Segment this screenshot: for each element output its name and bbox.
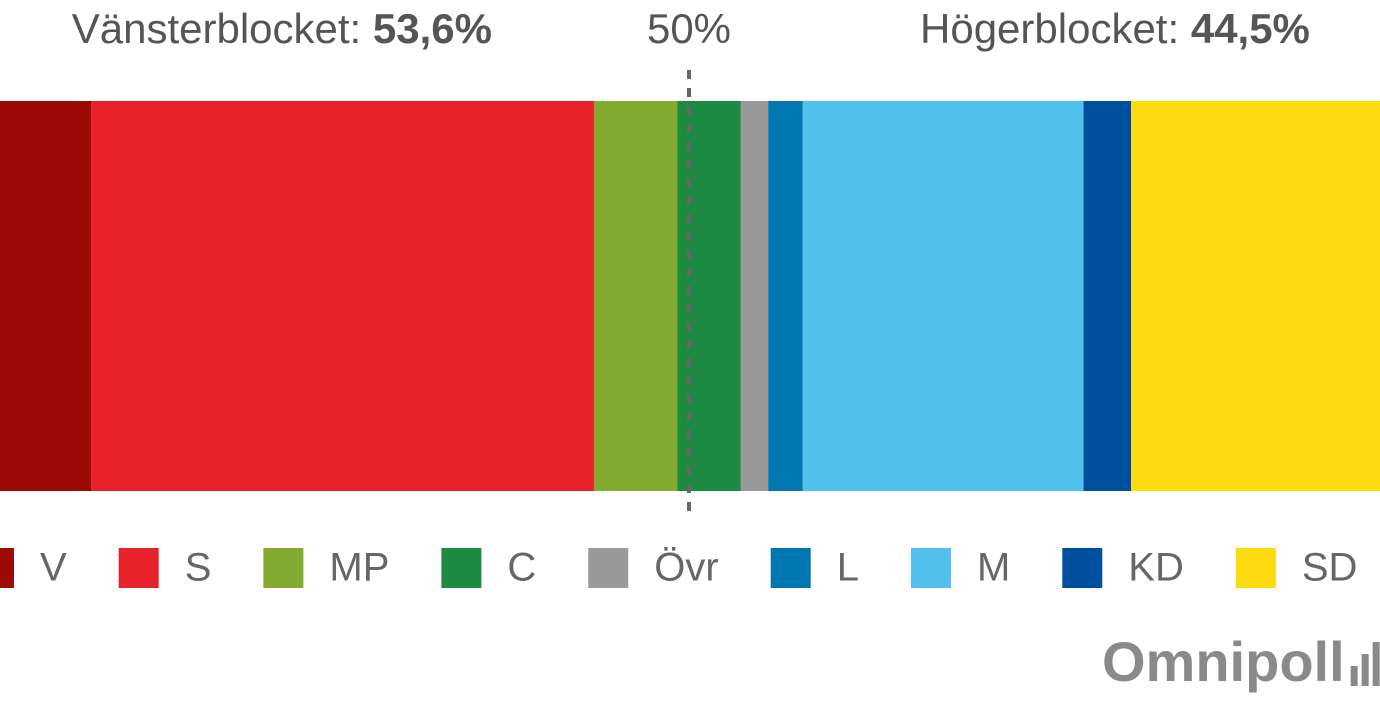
block-value: 44,5% (1191, 5, 1310, 52)
logo-bar (1361, 654, 1369, 686)
bar-segment (802, 101, 1084, 491)
legend-swatch (118, 548, 159, 588)
legend-swatch (770, 548, 811, 588)
legend-swatch (910, 548, 951, 588)
bar-segment (0, 101, 92, 491)
source-logo: Omnipoll (1102, 630, 1345, 693)
legend-swatch (441, 548, 482, 588)
legend-swatch (0, 548, 14, 588)
bar-segment (1131, 101, 1380, 491)
legend-label: MP (329, 546, 389, 590)
logo-bar (1372, 642, 1380, 686)
left-block-label: Vänsterblocket: 53,6% (72, 5, 492, 52)
legend-swatch (1235, 548, 1276, 588)
legend-label: M (977, 546, 1010, 590)
bar-segment (91, 101, 594, 491)
legend-label: S (185, 546, 212, 590)
legend-swatch (1062, 548, 1103, 588)
right-block-label: Högerblocket: 44,5% (920, 5, 1310, 52)
reference-label: 50% (647, 5, 731, 52)
logo-bar (1350, 666, 1358, 686)
legend-label: Övr (654, 546, 718, 590)
bar-segment (768, 101, 803, 491)
legend-label: V (40, 546, 67, 590)
legend-swatch (588, 548, 629, 588)
bar-segment (677, 101, 741, 491)
legend-label: C (507, 546, 536, 590)
legend-label: SD (1302, 546, 1358, 590)
bar-segment (1083, 101, 1132, 491)
legend-label: L (837, 546, 859, 590)
block-value: 53,6% (373, 5, 492, 52)
bar-segment (593, 101, 678, 491)
legend-label: KD (1128, 546, 1184, 590)
block-name: Högerblocket: (920, 5, 1179, 52)
bar-segment (740, 101, 769, 491)
legend-swatch (263, 548, 304, 588)
block-name: Vänsterblocket: (72, 5, 362, 52)
